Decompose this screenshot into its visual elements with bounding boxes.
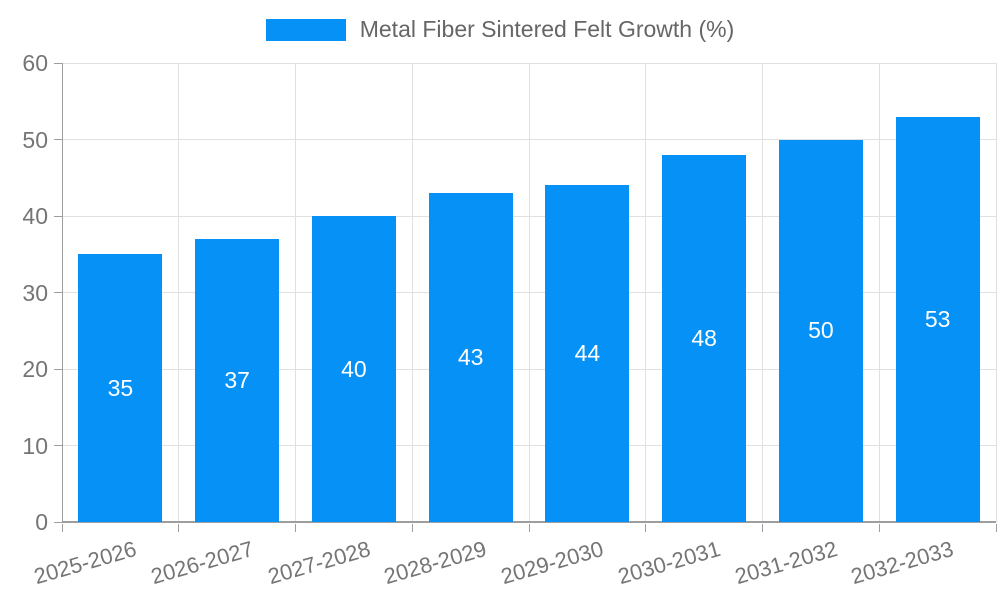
bar-value-label: 50 <box>808 317 834 344</box>
x-tick-label: 2031-2032 <box>731 536 840 590</box>
gridline-v <box>878 63 880 522</box>
bar[interactable]: 43 <box>428 193 513 522</box>
gridline-v <box>762 63 763 522</box>
bar-value-label: 53 <box>924 305 951 332</box>
bar[interactable]: 48 <box>662 154 747 522</box>
legend-swatch[interactable] <box>265 18 346 41</box>
y-tick-label: 30 <box>22 279 48 306</box>
legend-label: Metal Fiber Sintered Felt Growth (%) <box>359 16 735 42</box>
x-axis-tick <box>411 524 413 532</box>
bar[interactable]: 40 <box>311 216 396 522</box>
x-axis-tick <box>762 524 763 532</box>
bar-value-label: 35 <box>107 374 134 401</box>
x-tick-label: 2025-2026 <box>31 536 140 590</box>
x-axis-tick <box>878 524 880 532</box>
y-tick-label: 0 <box>35 509 48 535</box>
x-tick-label: 2027-2028 <box>264 536 373 590</box>
bar-value-label: 43 <box>457 344 484 371</box>
gridline-v <box>528 63 530 522</box>
bar[interactable]: 44 <box>545 185 630 522</box>
y-axis-tick <box>54 62 62 64</box>
bar[interactable]: 50 <box>778 139 863 522</box>
legend[interactable]: Metal Fiber Sintered Felt Growth (%) <box>0 16 1000 43</box>
y-tick-label: 40 <box>22 203 48 229</box>
bar[interactable]: 37 <box>195 238 280 522</box>
gridline-v <box>295 63 296 522</box>
x-tick-label: 2026-2027 <box>147 536 257 590</box>
y-axis-tick <box>54 139 62 140</box>
x-tick-label: 2029-2030 <box>498 536 607 590</box>
x-axis-tick <box>528 524 530 532</box>
gridline-v <box>995 63 997 522</box>
y-axis-tick <box>54 292 62 293</box>
x-tick-label: 2030-2031 <box>614 536 724 590</box>
x-axis-tick <box>295 524 296 532</box>
bar-value-label: 37 <box>224 366 250 393</box>
y-axis-line <box>61 63 63 522</box>
y-axis-tick <box>54 368 62 370</box>
bar[interactable]: 35 <box>78 254 163 522</box>
x-axis-tick <box>645 524 647 532</box>
x-axis-line <box>62 521 996 523</box>
gridline-v <box>645 63 647 522</box>
y-tick-label: 10 <box>22 432 48 459</box>
x-axis-tick <box>61 524 63 532</box>
gridline-v <box>178 63 180 522</box>
y-axis-tick <box>54 521 62 523</box>
x-axis-tick <box>178 524 180 532</box>
bar-value-label: 44 <box>574 340 601 367</box>
x-tick-label: 2032-2033 <box>848 536 957 590</box>
y-axis-tick <box>54 445 62 446</box>
y-tick-label: 60 <box>22 50 48 76</box>
bar-value-label: 48 <box>691 324 717 351</box>
x-axis-tick <box>995 524 997 532</box>
y-axis-tick <box>54 215 62 217</box>
bar-value-label: 40 <box>341 355 367 382</box>
bar[interactable]: 53 <box>895 116 980 522</box>
x-tick-label: 2028-2029 <box>381 536 490 590</box>
y-tick-label: 50 <box>22 126 48 153</box>
y-tick-label: 20 <box>22 356 48 382</box>
gridline-v <box>411 63 413 522</box>
